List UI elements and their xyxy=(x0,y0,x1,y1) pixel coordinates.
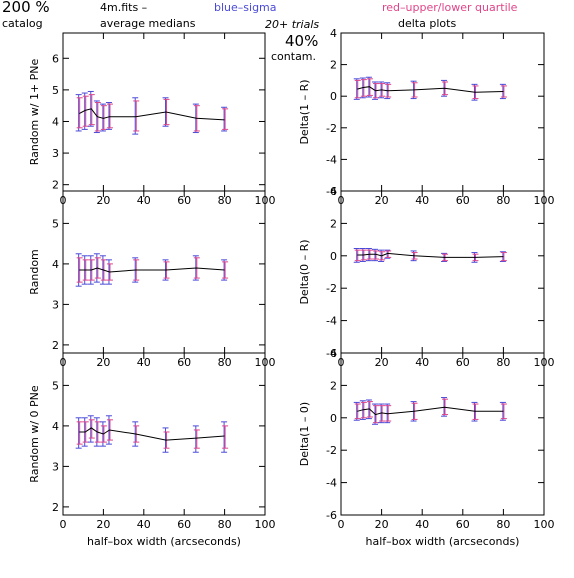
panel1-ytick-label: 4 xyxy=(52,115,59,128)
panel4-ytick-label: -6 xyxy=(326,347,337,360)
panel3-frame xyxy=(62,190,266,354)
panel1-ytick-label: 6 xyxy=(52,52,59,65)
panel2-ytick-label: 2 xyxy=(330,59,337,72)
panel5-ytick-label: 2 xyxy=(52,501,59,514)
panel3-ylabel: Random xyxy=(28,249,41,295)
panel6-ytick-label: 0 xyxy=(330,412,337,425)
header-percent: 200 % xyxy=(2,0,50,16)
panel1-xtick-label: 60 xyxy=(177,194,191,207)
panel6-xtick-label: 20 xyxy=(375,518,389,531)
panel2-frame xyxy=(340,32,545,192)
panel5-median-line xyxy=(79,427,225,441)
panel1-xtick-label: 80 xyxy=(218,194,232,207)
panel1-ytick-label: 2 xyxy=(52,179,59,192)
panel6-ytick-label: -6 xyxy=(326,509,337,522)
panel6-frame xyxy=(340,352,545,516)
panel5-xtick-label: 20 xyxy=(96,518,110,531)
panel2-xtick-label: 40 xyxy=(415,194,429,207)
panel2-ytick-label: -4 xyxy=(326,153,337,166)
panel6-ytick-label: 4 xyxy=(330,347,337,360)
panel2-xtick-label: 60 xyxy=(456,194,470,207)
contam-value: 40% xyxy=(285,32,319,50)
panel5-ylabel: Random w/ 0 PNe xyxy=(28,385,41,483)
header-trials: 20+ trials xyxy=(265,18,320,31)
panel1-xtick-label: 40 xyxy=(137,194,151,207)
panel1-xtick-label: 20 xyxy=(96,194,110,207)
panel2-median-line xyxy=(357,86,504,93)
panel5-xlabel: half–box width (arcseconds) xyxy=(87,535,241,548)
panel2-ylabel: Delta(1 – R) xyxy=(298,79,311,144)
panel4-ytick-label: 0 xyxy=(330,250,337,263)
panel6-xtick-label: 100 xyxy=(534,518,555,531)
panel3-xtick-label: 40 xyxy=(137,356,151,369)
panel5-xtick-label: 100 xyxy=(255,518,276,531)
panel5-ytick-label: 3 xyxy=(52,460,59,473)
panel3-xtick-label: 60 xyxy=(177,356,191,369)
panel4-xtick-label: 60 xyxy=(456,356,470,369)
panel5-ytick-label: 5 xyxy=(52,379,59,392)
panel4-ylabel: Delta(0 – R) xyxy=(298,239,311,304)
panel2-ytick-label: 4 xyxy=(330,27,337,40)
panel1-median-line xyxy=(78,108,225,121)
panel5-frame xyxy=(62,352,266,516)
panel4-ytick-label: -4 xyxy=(326,315,337,328)
panel4-median-line xyxy=(357,252,504,258)
panel6-xtick-label: 60 xyxy=(456,518,470,531)
panel4-frame xyxy=(340,190,545,354)
panel2-ytick-label: -6 xyxy=(326,185,337,198)
panel3-xtick-label: 80 xyxy=(218,356,232,369)
panel5-xtick-label: 40 xyxy=(137,518,151,531)
panel2-ytick-label: 0 xyxy=(330,90,337,103)
panel4-xtick-label: 80 xyxy=(496,356,510,369)
panel3-ytick-label: 4 xyxy=(52,258,59,271)
panel4-xtick-label: 20 xyxy=(375,356,389,369)
panel1-ytick-label: 5 xyxy=(52,84,59,97)
panel4-ytick-label: 4 xyxy=(330,185,337,198)
panel6-ytick-label: -2 xyxy=(326,444,337,457)
panel3-ytick-label: 2 xyxy=(52,339,59,352)
header-catalog: catalog xyxy=(2,17,43,30)
panel6-xtick-label: 0 xyxy=(338,518,345,531)
header-delta-plots: delta plots xyxy=(398,17,457,30)
panel6-xlabel: half–box width (arcseconds) xyxy=(366,535,520,548)
panel5-xtick-label: 60 xyxy=(177,518,191,531)
header-red-quartile: red–upper/lower quartile xyxy=(382,1,518,14)
panel2-xtick-label: 20 xyxy=(375,194,389,207)
panel5-xtick-label: 80 xyxy=(218,518,232,531)
panel4-ytick-label: -2 xyxy=(326,282,337,295)
panel1-ylabel: Random w/ 1+ PNe xyxy=(28,58,41,165)
panel3-ytick-label: 3 xyxy=(52,298,59,311)
panel6-xtick-label: 80 xyxy=(496,518,510,531)
panel6-ylabel: Delta(1 – 0) xyxy=(298,402,311,466)
panel6-xtick-label: 40 xyxy=(415,518,429,531)
panel2-xtick-label: 80 xyxy=(496,194,510,207)
panel5-xtick-label: 0 xyxy=(60,518,67,531)
panel4-xtick-label: 40 xyxy=(415,356,429,369)
panel4-ytick-label: 2 xyxy=(330,217,337,230)
header-average-medians: average medians xyxy=(100,17,196,30)
contam-label: contam. xyxy=(271,50,317,63)
panel3-ytick-label: 5 xyxy=(52,217,59,230)
panel3-median-line xyxy=(79,267,225,273)
panel6-ytick-label: -4 xyxy=(326,477,337,490)
header-file: 4m.fits – xyxy=(100,1,148,14)
header-blue-sigma: blue–sigma xyxy=(214,1,277,14)
panel6-ytick-label: 2 xyxy=(330,379,337,392)
panel5-ytick-label: 4 xyxy=(52,420,59,433)
panel3-xtick-label: 20 xyxy=(96,356,110,369)
panel6-median-line xyxy=(357,406,504,416)
panel2-ytick-label: -2 xyxy=(326,122,337,135)
panel1-ytick-label: 3 xyxy=(52,147,59,160)
